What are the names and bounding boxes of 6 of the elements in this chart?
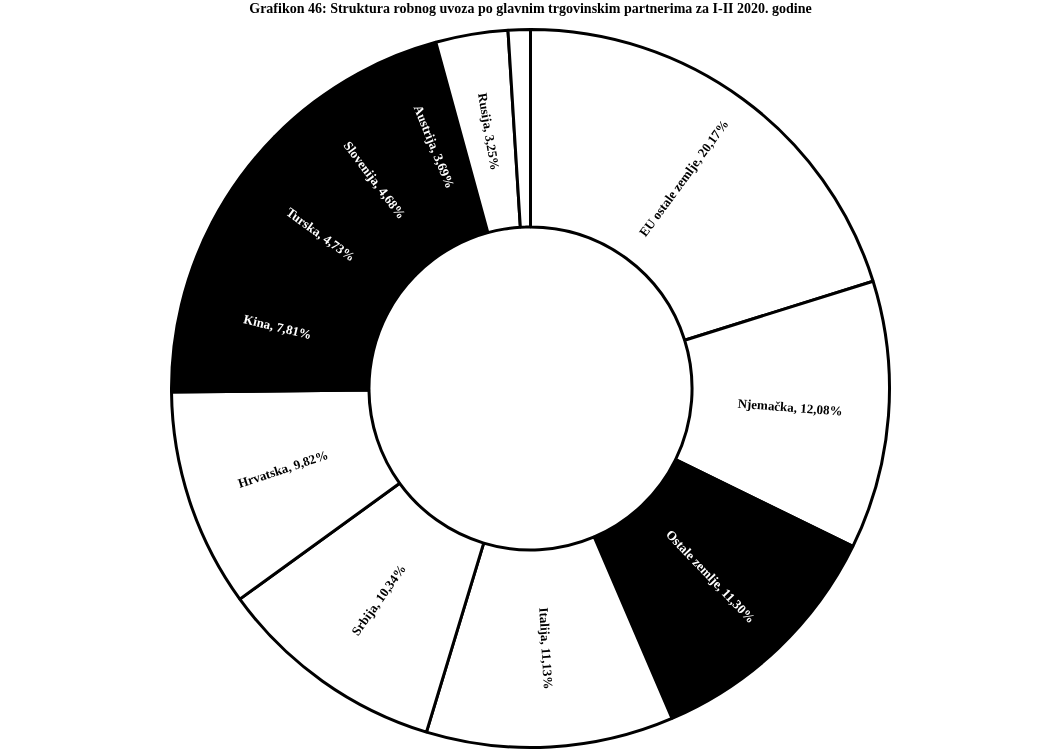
slice-label: Italija, 11,13%: [536, 607, 556, 690]
slice-label: Njemačka, 12,08%: [737, 395, 843, 419]
slice-label: Rusija, 3,25%: [475, 91, 503, 172]
chart-title: Grafikon 46: Struktura robnog uvoza po glavnim trgovinskim partnerima za I-II 2020. godine: [248, 0, 813, 18]
slice-label: Hrvatska, 9,82%: [235, 447, 331, 491]
slice-label: Kina, 7,81%: [242, 311, 314, 343]
